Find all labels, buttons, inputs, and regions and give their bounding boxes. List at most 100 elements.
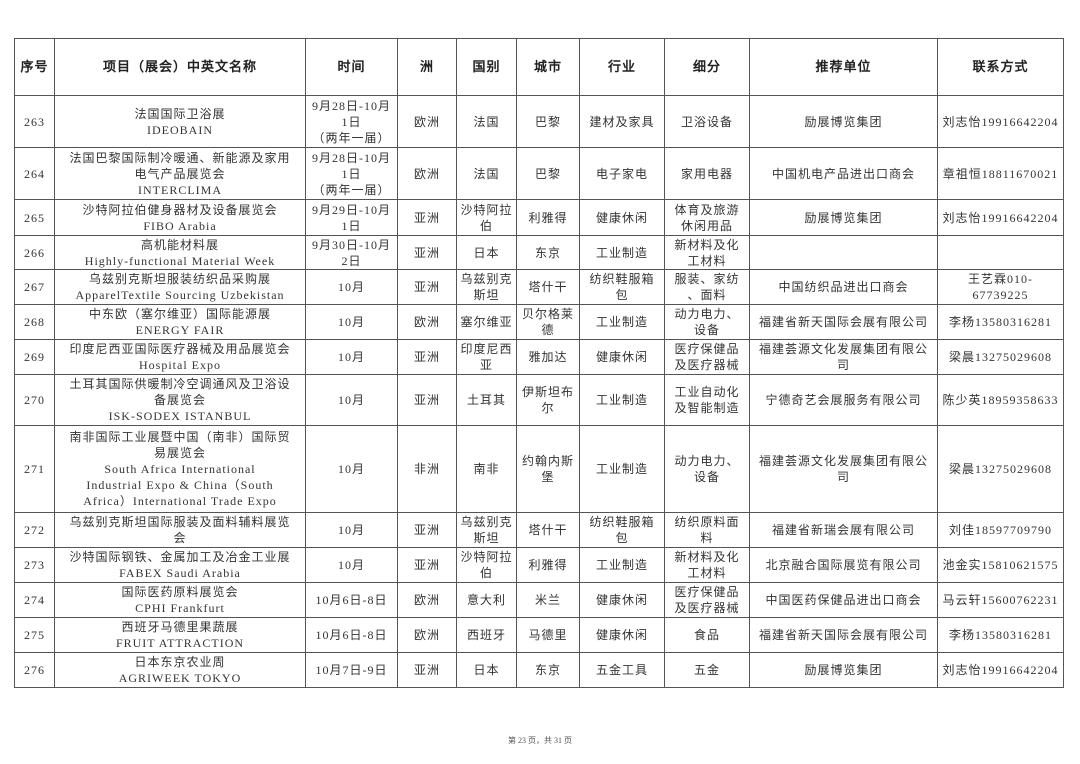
cell-name: 国际医药原料展览会 CPHI Frankfurt <box>54 582 306 618</box>
column-header-index: 序号 <box>14 38 55 96</box>
cell-country: 西班牙 <box>456 617 517 653</box>
cell-date: 10月 <box>305 512 398 548</box>
cell-name: 高机能材料展 Highly-functional Material Week <box>54 235 306 270</box>
cell-country: 南非 <box>456 425 517 513</box>
cell-city: 塔什干 <box>516 269 580 305</box>
cell-country: 塞尔维亚 <box>456 304 517 340</box>
cell-subcategory: 食品 <box>664 617 750 653</box>
cell-continent: 欧洲 <box>397 304 457 340</box>
cell-date: 9月28日-10月 1日 （两年一届） <box>305 95 398 148</box>
cell-city: 巴黎 <box>516 95 580 148</box>
cell-country: 日本 <box>456 235 517 270</box>
column-header-contact: 联系方式 <box>937 38 1064 96</box>
cell-contact: 刘志怡19916642204 <box>937 652 1064 688</box>
cell-city: 约翰内斯 堡 <box>516 425 580 513</box>
cell-contact: 刘佳18597709790 <box>937 512 1064 548</box>
cell-industry: 工业制造 <box>579 425 665 513</box>
column-header-country: 国别 <box>456 38 517 96</box>
table-row: 269 印度尼西亚国际医疗器械及用品展览会 Hospital Expo 10月 亚洲印… <box>14 339 1064 375</box>
table-row: 267 乌兹别克斯坦服装纺织品采购展 ApparelTextile Sourcin… <box>14 269 1064 305</box>
cell-recommender: 宁德奇艺会展服务有限公司 <box>749 374 938 426</box>
cell-contact: 刘志怡19916642204 <box>937 95 1064 148</box>
cell-continent: 亚洲 <box>397 339 457 375</box>
table-header-row: 序号 项目（展会）中英文名称 时间洲国别 城市 行业 细分 推荐单位 联系方式 <box>14 38 1064 96</box>
column-header-subcategory: 细分 <box>664 38 750 96</box>
cell-contact: 陈少英18959358633 <box>937 374 1064 426</box>
table-row: 264 法国巴黎国际制冷暖通、新能源及家用 电气产品展览会 INTERCLIMA 9… <box>14 147 1064 200</box>
cell-subcategory: 新材料及化 工材料 <box>664 235 750 270</box>
cell-date: 10月6日-8日 <box>305 617 398 653</box>
cell-industry: 工业制造 <box>579 374 665 426</box>
cell-name: 中东欧（塞尔维亚）国际能源展 ENERGY FAIR <box>54 304 306 340</box>
cell-industry: 建材及家具 <box>579 95 665 148</box>
cell-subcategory: 新材料及化 工材料 <box>664 547 750 583</box>
cell-continent: 亚洲 <box>397 374 457 426</box>
cell-contact: 梁晨13275029608 <box>937 425 1064 513</box>
column-header-recommender: 推荐单位 <box>749 38 938 96</box>
cell-recommender: 中国纺织品进出口商会 <box>749 269 938 305</box>
table-row: 272 乌兹别克斯坦国际服装及面料辅料展览 会 10月 亚洲 乌兹别克 斯坦 塔什干 纺织鞋… <box>14 512 1064 548</box>
cell-subcategory: 动力电力、 设备 <box>664 425 750 513</box>
table-row: 266 高机能材料展 Highly-functional Material Wee… <box>14 235 1064 270</box>
cell-industry: 电子家电 <box>579 147 665 200</box>
cell-country: 沙特阿拉 伯 <box>456 199 517 236</box>
cell-date: 10月 <box>305 339 398 375</box>
cell-industry: 工业制造 <box>579 547 665 583</box>
cell-index: 272 <box>14 512 55 548</box>
cell-index: 276 <box>14 652 55 688</box>
cell-city: 伊斯坦布 尔 <box>516 374 580 426</box>
cell-country: 乌兹别克 斯坦 <box>456 269 517 305</box>
cell-industry: 健康休闲 <box>579 582 665 618</box>
cell-name: 沙特阿拉伯健身器材及设备展览会 FIBO Arabia <box>54 199 306 236</box>
cell-index: 265 <box>14 199 55 236</box>
cell-continent: 亚洲 <box>397 512 457 548</box>
cell-date: 9月29日-10月 1日 <box>305 199 398 236</box>
cell-country: 乌兹别克 斯坦 <box>456 512 517 548</box>
cell-recommender: 福建荟源文化发展集团有限公 司 <box>749 425 938 513</box>
cell-recommender: 励展博览集团 <box>749 652 938 688</box>
column-header-name: 项目（展会）中英文名称 <box>54 38 306 96</box>
cell-date: 10月7日-9日 <box>305 652 398 688</box>
cell-continent: 非洲 <box>397 425 457 513</box>
cell-city: 东京 <box>516 652 580 688</box>
cell-contact: 李杨13580316281 <box>937 304 1064 340</box>
table-row: 275 西班牙马德里果蔬展 FRUIT ATTRACTION 10月6日-8日 欧洲西… <box>14 617 1064 653</box>
cell-industry: 纺织鞋服箱 包 <box>579 269 665 305</box>
table-row: 271 南非国际工业展暨中国（南非）国际贸 易展览会 South Africa I… <box>14 425 1064 513</box>
cell-contact: 刘志怡19916642204 <box>937 199 1064 236</box>
cell-name: 乌兹别克斯坦国际服装及面料辅料展览 会 <box>54 512 306 548</box>
cell-recommender: 中国医药保健品进出口商会 <box>749 582 938 618</box>
cell-index: 273 <box>14 547 55 583</box>
cell-date: 10月6日-8日 <box>305 582 398 618</box>
cell-city: 巴黎 <box>516 147 580 200</box>
cell-city: 塔什干 <box>516 512 580 548</box>
cell-name: 日本东京农业周 AGRIWEEK TOKYO <box>54 652 306 688</box>
cell-industry: 工业制造 <box>579 235 665 270</box>
cell-index: 275 <box>14 617 55 653</box>
cell-contact: 马云轩15600762231 <box>937 582 1064 618</box>
cell-recommender: 中国机电产品进出口商会 <box>749 147 938 200</box>
exhibition-table: 序号 项目（展会）中英文名称 时间洲国别 城市 行业 细分 推荐单位 联系方式 263 法国国际… <box>14 38 1064 688</box>
cell-continent: 欧洲 <box>397 95 457 148</box>
cell-subcategory: 服装、家纺 、面料 <box>664 269 750 305</box>
cell-recommender: 励展博览集团 <box>749 95 938 148</box>
cell-subcategory: 家用电器 <box>664 147 750 200</box>
cell-recommender: 福建省新天国际会展有限公司 <box>749 617 938 653</box>
column-header-industry: 行业 <box>579 38 665 96</box>
cell-subcategory: 体育及旅游 休闲用品 <box>664 199 750 236</box>
cell-continent: 亚洲 <box>397 269 457 305</box>
cell-recommender <box>749 235 938 270</box>
cell-contact: 梁晨13275029608 <box>937 339 1064 375</box>
cell-industry: 五金工具 <box>579 652 665 688</box>
cell-subcategory: 医疗保健品 及医疗器械 <box>664 339 750 375</box>
cell-country: 沙特阿拉 伯 <box>456 547 517 583</box>
cell-date: 10月 <box>305 425 398 513</box>
column-header-continent: 洲 <box>397 38 457 96</box>
cell-country: 法国 <box>456 95 517 148</box>
cell-country: 土耳其 <box>456 374 517 426</box>
cell-subcategory: 纺织原料面 料 <box>664 512 750 548</box>
cell-recommender: 励展博览集团 <box>749 199 938 236</box>
cell-name: 乌兹别克斯坦服装纺织品采购展 ApparelTextile Sourcing U… <box>54 269 306 305</box>
cell-subcategory: 医疗保健品 及医疗器械 <box>664 582 750 618</box>
cell-country: 意大利 <box>456 582 517 618</box>
